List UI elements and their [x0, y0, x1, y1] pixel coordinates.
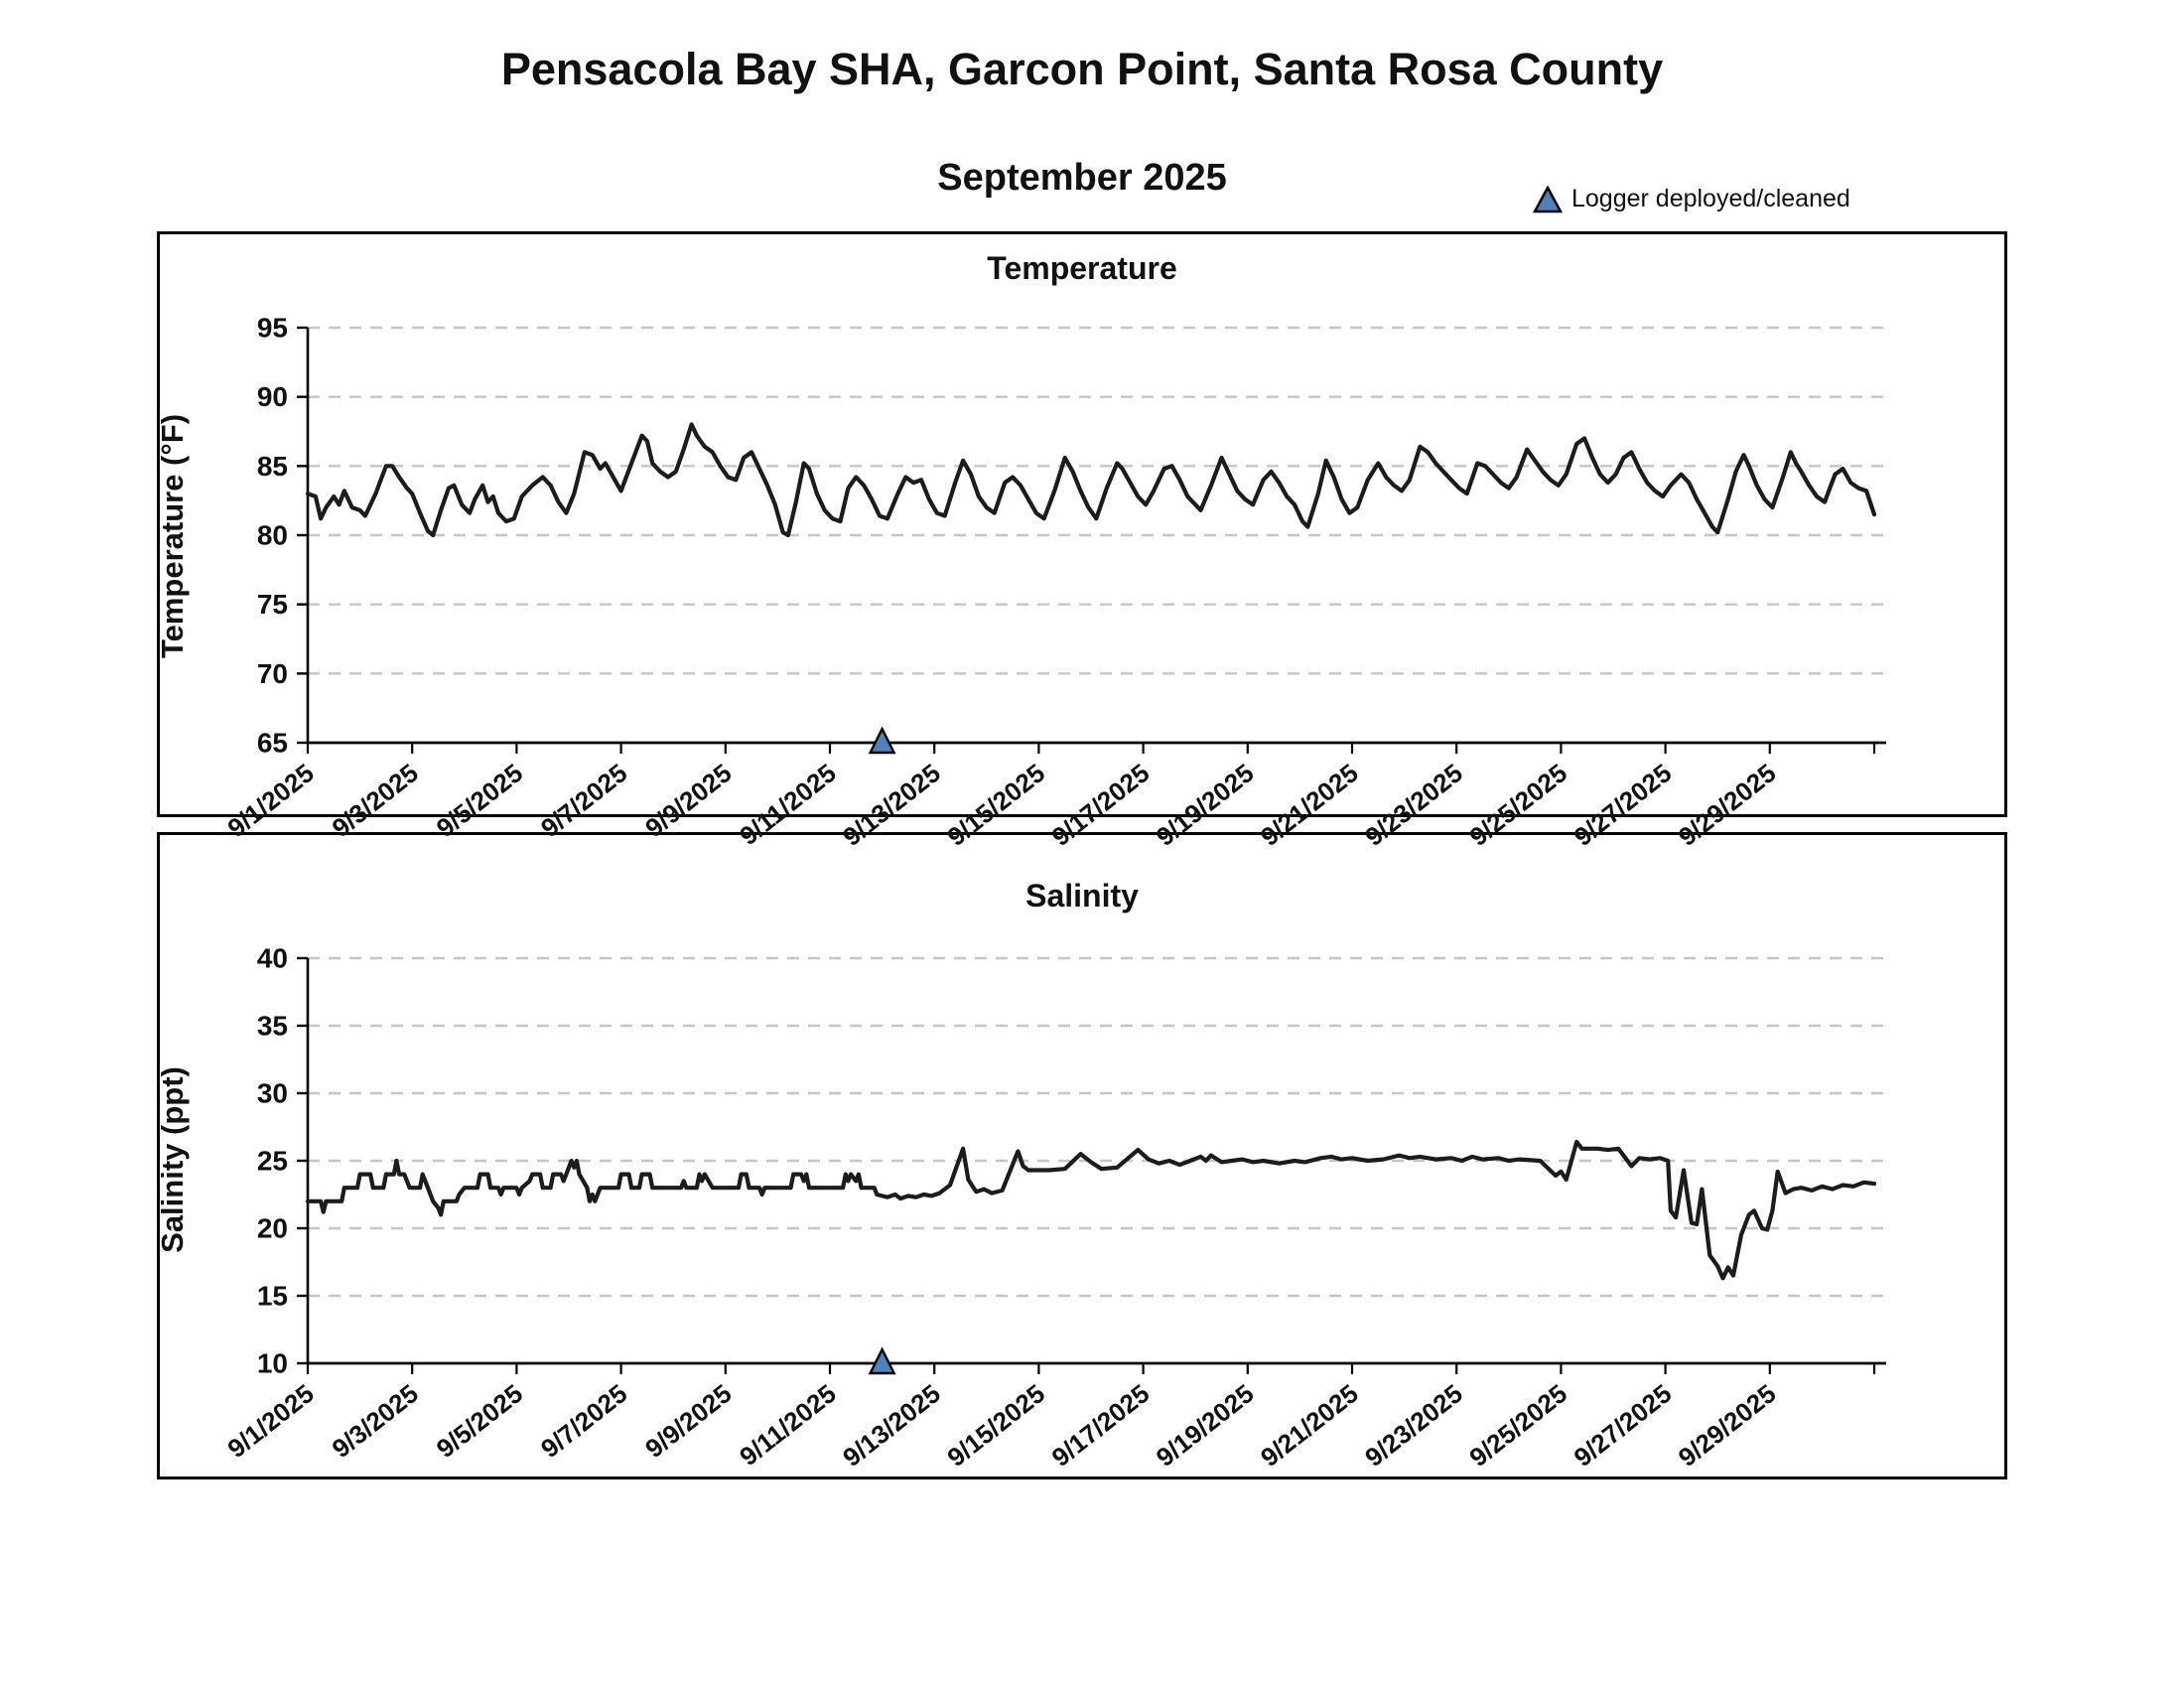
y-axis: 65 70 75 80 85 90 95 [257, 313, 310, 759]
svg-text:35: 35 [257, 1011, 288, 1042]
y-gridlines [308, 326, 1886, 675]
svg-text:9/21/2025: 9/21/2025 [1255, 758, 1364, 852]
svg-text:9/23/2025: 9/23/2025 [1359, 1378, 1468, 1473]
svg-text:9/21/2025: 9/21/2025 [1255, 1378, 1364, 1473]
temperature-chart-title: Temperature [987, 250, 1177, 286]
svg-text:9/29/2025: 9/29/2025 [1673, 758, 1782, 852]
svg-text:9/1/2025: 9/1/2025 [221, 1378, 319, 1464]
svg-text:9/23/2025: 9/23/2025 [1359, 758, 1468, 852]
salinity-series-line [305, 1139, 1877, 1281]
y-axis: 10 15 20 25 30 35 40 [257, 943, 310, 1379]
svg-text:9/3/2025: 9/3/2025 [327, 758, 424, 843]
page-subtitle: September 2025 [937, 157, 1227, 199]
svg-text:9/7/2025: 9/7/2025 [535, 1378, 632, 1464]
logger-marker-icon [868, 1346, 896, 1375]
svg-text:9/17/2025: 9/17/2025 [1046, 1378, 1156, 1473]
legend-triangle [1533, 185, 1563, 212]
svg-text:75: 75 [257, 589, 288, 620]
logger-marker-icon [1533, 185, 1563, 212]
svg-text:10: 10 [257, 1348, 288, 1379]
svg-text:95: 95 [257, 313, 288, 344]
svg-text:15: 15 [257, 1281, 288, 1312]
svg-text:9/7/2025: 9/7/2025 [535, 758, 632, 843]
logger-marker-icon [868, 726, 896, 755]
svg-text:9/29/2025: 9/29/2025 [1673, 1378, 1782, 1473]
legend-label: Logger deployed/cleaned [1571, 185, 1850, 212]
svg-text:20: 20 [257, 1213, 288, 1244]
temperature-series-line [305, 422, 1877, 538]
y-gridlines [308, 956, 1886, 1298]
svg-text:9/5/2025: 9/5/2025 [431, 758, 528, 843]
svg-text:9/17/2025: 9/17/2025 [1046, 758, 1156, 852]
svg-text:9/5/2025: 9/5/2025 [431, 1378, 528, 1464]
svg-text:9/15/2025: 9/15/2025 [941, 1378, 1050, 1473]
svg-text:9/13/2025: 9/13/2025 [837, 758, 946, 852]
temperature-panel [157, 231, 2007, 817]
svg-text:9/9/2025: 9/9/2025 [639, 758, 737, 843]
svg-text:25: 25 [257, 1146, 288, 1177]
svg-text:90: 90 [257, 381, 288, 412]
x-axis: 9/1/2025 9/3/2025 9/5/2025 9/7/2025 9/9/2025… [221, 1361, 1886, 1473]
svg-text:9/1/2025: 9/1/2025 [221, 758, 319, 843]
svg-text:30: 30 [257, 1078, 288, 1109]
svg-text:9/19/2025: 9/19/2025 [1151, 758, 1260, 852]
svg-text:80: 80 [257, 520, 288, 551]
svg-text:9/27/2025: 9/27/2025 [1569, 758, 1678, 852]
legend: Logger deployed/cleaned [1533, 185, 1850, 213]
svg-text:40: 40 [257, 943, 288, 974]
svg-text:65: 65 [257, 728, 288, 759]
page-title: Pensacola Bay SHA, Garcon Point, Santa R… [500, 44, 1664, 94]
svg-text:9/13/2025: 9/13/2025 [837, 1378, 946, 1473]
svg-text:9/11/2025: 9/11/2025 [734, 1378, 841, 1472]
salinity-panel [157, 832, 2007, 1479]
svg-text:9/11/2025: 9/11/2025 [734, 758, 841, 851]
svg-text:9/19/2025: 9/19/2025 [1151, 1378, 1260, 1473]
x-axis: 9/1/2025 9/3/2025 9/5/2025 9/7/2025 9/9/2025… [221, 741, 1886, 852]
svg-text:9/25/2025: 9/25/2025 [1463, 758, 1572, 852]
svg-text:9/25/2025: 9/25/2025 [1463, 1378, 1572, 1473]
svg-text:9/9/2025: 9/9/2025 [639, 1378, 737, 1464]
svg-text:9/27/2025: 9/27/2025 [1569, 1378, 1678, 1473]
svg-text:9/3/2025: 9/3/2025 [327, 1378, 424, 1464]
salinity-chart-title: Salinity [1025, 878, 1139, 914]
svg-text:70: 70 [257, 658, 288, 689]
svg-text:85: 85 [257, 451, 288, 482]
svg-text:9/15/2025: 9/15/2025 [941, 758, 1050, 852]
